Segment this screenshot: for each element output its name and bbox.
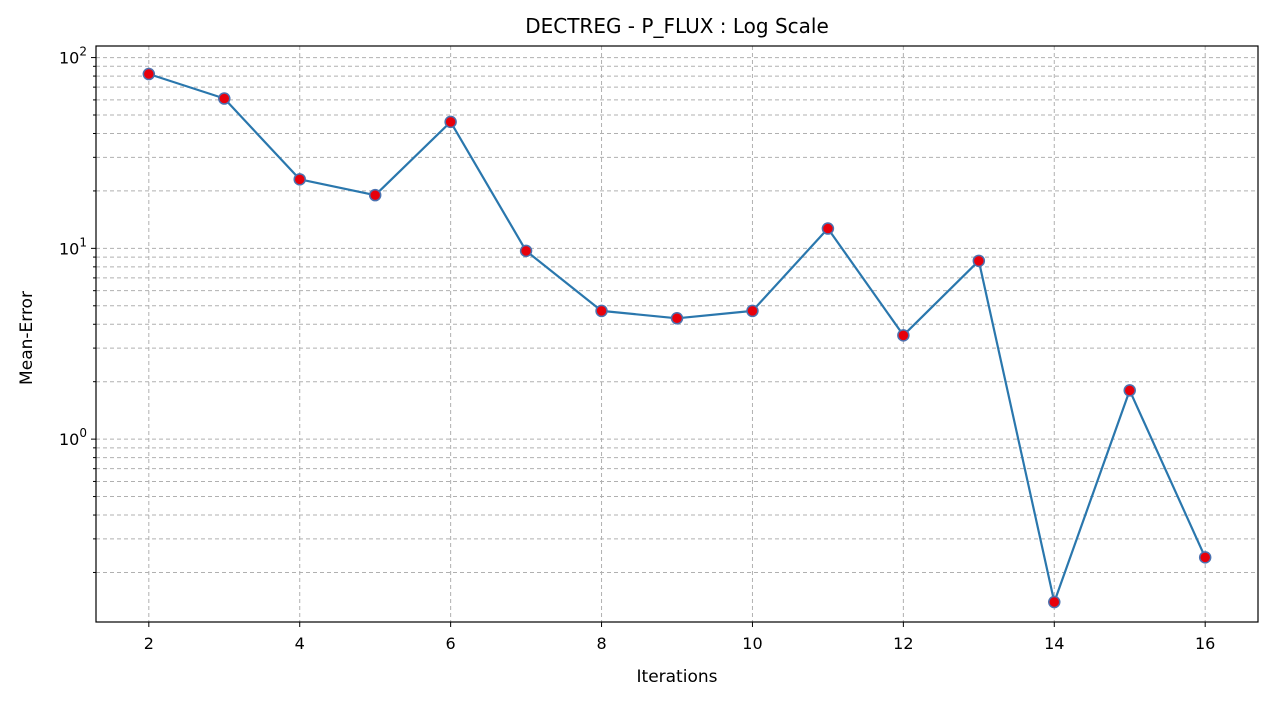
plot-frame bbox=[95, 45, 1259, 623]
grid bbox=[96, 46, 1258, 622]
data-point bbox=[595, 304, 608, 318]
x-tick-label: 12 bbox=[893, 634, 913, 653]
x-axis-label: Iterations bbox=[637, 667, 718, 687]
axis-ticks: 2 4 6 8 10 12 14 16 100 101 102 bbox=[59, 45, 1215, 653]
data-point bbox=[142, 67, 156, 81]
data-point bbox=[368, 188, 382, 202]
y-tick-label: 101 bbox=[59, 235, 87, 258]
series-layer bbox=[142, 67, 1212, 609]
data-point bbox=[293, 173, 306, 186]
chart-title: DECTREG - P_FLUX : Log Scale bbox=[525, 14, 829, 38]
y-axis-label: Mean-Error bbox=[17, 291, 37, 385]
x-tick-label: 2 bbox=[144, 634, 154, 653]
data-point bbox=[1048, 595, 1061, 609]
data-point bbox=[519, 244, 533, 258]
data-point bbox=[218, 92, 231, 105]
data-point bbox=[670, 312, 684, 325]
x-tick-label: 8 bbox=[596, 634, 606, 653]
data-point bbox=[821, 222, 835, 235]
data-point bbox=[1198, 551, 1212, 564]
x-tick-label: 10 bbox=[742, 634, 762, 653]
x-tick-label: 6 bbox=[446, 634, 456, 653]
x-tick-label: 16 bbox=[1195, 634, 1215, 653]
data-point bbox=[897, 329, 910, 342]
y-tick-label: 100 bbox=[59, 426, 87, 449]
x-tick-label: 4 bbox=[295, 634, 305, 653]
data-point bbox=[1123, 384, 1136, 397]
data-point bbox=[444, 115, 457, 129]
data-point bbox=[746, 304, 759, 318]
y-tick-label: 102 bbox=[59, 45, 87, 68]
x-tick-label: 14 bbox=[1044, 634, 1064, 653]
data-point bbox=[972, 254, 986, 268]
